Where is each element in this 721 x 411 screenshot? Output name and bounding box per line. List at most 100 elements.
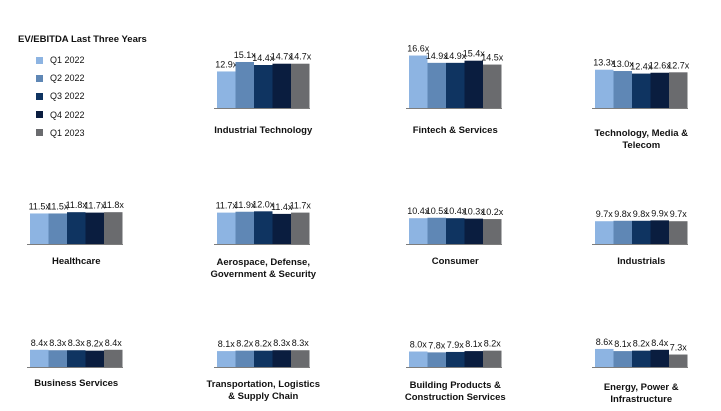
bar xyxy=(669,72,688,108)
data-label: 8.4x xyxy=(31,338,49,348)
bar xyxy=(291,63,310,108)
bar xyxy=(464,60,483,108)
bar xyxy=(464,351,483,367)
chart-legend: EV/EBITDA Last Three Years Q1 2022 Q2 20… xyxy=(18,34,178,145)
data-label: 13.0x xyxy=(612,59,635,69)
bar xyxy=(427,62,446,108)
data-label: 8.2x xyxy=(633,339,651,349)
data-label: 8.4x xyxy=(651,338,669,348)
data-label: 10.5x xyxy=(426,206,449,216)
legend-swatch xyxy=(36,111,43,119)
data-label: 14.5x xyxy=(481,53,504,63)
bar xyxy=(217,71,236,108)
legend-swatch xyxy=(36,74,43,82)
data-label: 9.8x xyxy=(614,209,632,219)
bar xyxy=(595,348,614,367)
data-label: 11.5x xyxy=(29,201,51,211)
legend-item-q1-2023: Q1 2023 xyxy=(18,127,178,139)
bar xyxy=(217,212,236,244)
data-label: 11.7x xyxy=(216,201,238,211)
bar xyxy=(67,212,86,244)
data-label: 9.7x xyxy=(670,209,688,219)
data-label: 10.4x xyxy=(407,206,430,216)
data-label: 15.4x xyxy=(463,49,486,59)
bar xyxy=(632,73,651,108)
data-label: 10.3x xyxy=(463,207,486,217)
data-label: 8.1x xyxy=(614,339,632,349)
bar xyxy=(613,220,632,244)
legend-label: Q1 2023 xyxy=(50,127,85,138)
chart-title: Telecom xyxy=(622,140,660,151)
data-label: 11.8x xyxy=(103,200,125,210)
chart-panel: 8.6x 8.1x 8.2x 8.4x 7.3x Energy, Power &Infra… xyxy=(592,337,688,405)
bar xyxy=(669,354,688,367)
bar xyxy=(85,350,104,367)
data-label: 8.1x xyxy=(218,339,236,349)
bar xyxy=(30,213,49,244)
data-label: 8.6x xyxy=(596,337,614,347)
chart-title: Infrastructure xyxy=(610,394,672,405)
bar xyxy=(669,221,688,244)
bar xyxy=(650,349,669,367)
bar xyxy=(446,218,465,244)
data-label: 9.8x xyxy=(633,209,651,219)
legend-label: Q1 2022 xyxy=(50,55,85,65)
bar xyxy=(613,71,632,108)
bar xyxy=(67,350,86,367)
legend-item-q2-2022: Q2 2022 xyxy=(18,72,178,84)
data-label: 14.4x xyxy=(252,53,275,63)
legend-label: Q4 2022 xyxy=(50,109,85,120)
bar xyxy=(254,211,273,244)
chart-title: Industrials xyxy=(617,256,665,267)
data-label: 8.3x xyxy=(68,338,86,348)
data-label: 8.0x xyxy=(410,340,428,350)
bar xyxy=(446,351,465,367)
data-label: 16.6x xyxy=(407,44,430,54)
chart-title: Industrial Technology xyxy=(214,125,313,136)
chart-title: Aerospace, Defense, xyxy=(217,257,310,268)
data-label: 9.9x xyxy=(651,208,669,218)
bar xyxy=(235,211,254,244)
bar xyxy=(48,350,67,367)
data-label: 9.7x xyxy=(596,209,614,219)
legend-item-q1-2022: Q1 2022 xyxy=(18,54,178,66)
bar xyxy=(427,352,446,367)
bar xyxy=(464,218,483,244)
data-label: 12.9x xyxy=(215,59,238,69)
data-label: 8.2x xyxy=(255,339,273,349)
legend-item-q3-2022: Q3 2022 xyxy=(18,90,178,102)
data-label: 10.4x xyxy=(444,206,467,216)
legend-swatch xyxy=(36,92,43,100)
data-label: 13.3x xyxy=(593,58,616,68)
data-label: 14.9x xyxy=(444,51,467,61)
bar xyxy=(235,61,254,108)
bar xyxy=(483,350,502,367)
bar xyxy=(409,218,428,244)
data-label: 7.8x xyxy=(428,340,446,350)
data-label: 10.2x xyxy=(481,207,504,217)
bar xyxy=(595,221,614,244)
data-label: 8.4x xyxy=(105,338,123,348)
data-label: 11.4x xyxy=(271,202,293,212)
bar xyxy=(272,350,291,367)
data-label: 7.9x xyxy=(447,340,465,350)
chart-title: Building Products & xyxy=(410,380,501,391)
data-label: 11.7x xyxy=(290,201,312,211)
bar xyxy=(272,63,291,108)
data-label: 11.7x xyxy=(84,201,106,211)
data-label: 12.0x xyxy=(252,199,275,209)
bar xyxy=(483,64,502,108)
bar xyxy=(650,220,669,244)
chart-title: Transportation, Logistics xyxy=(207,379,321,390)
bar xyxy=(85,212,104,244)
legend-label: Q3 2022 xyxy=(50,91,85,102)
chart-title: Healthcare xyxy=(52,256,101,267)
data-label: 8.3x xyxy=(49,338,67,348)
